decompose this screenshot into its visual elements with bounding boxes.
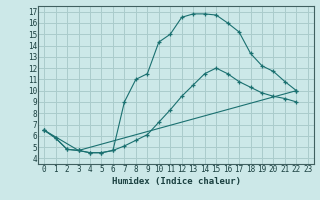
X-axis label: Humidex (Indice chaleur): Humidex (Indice chaleur) <box>111 177 241 186</box>
